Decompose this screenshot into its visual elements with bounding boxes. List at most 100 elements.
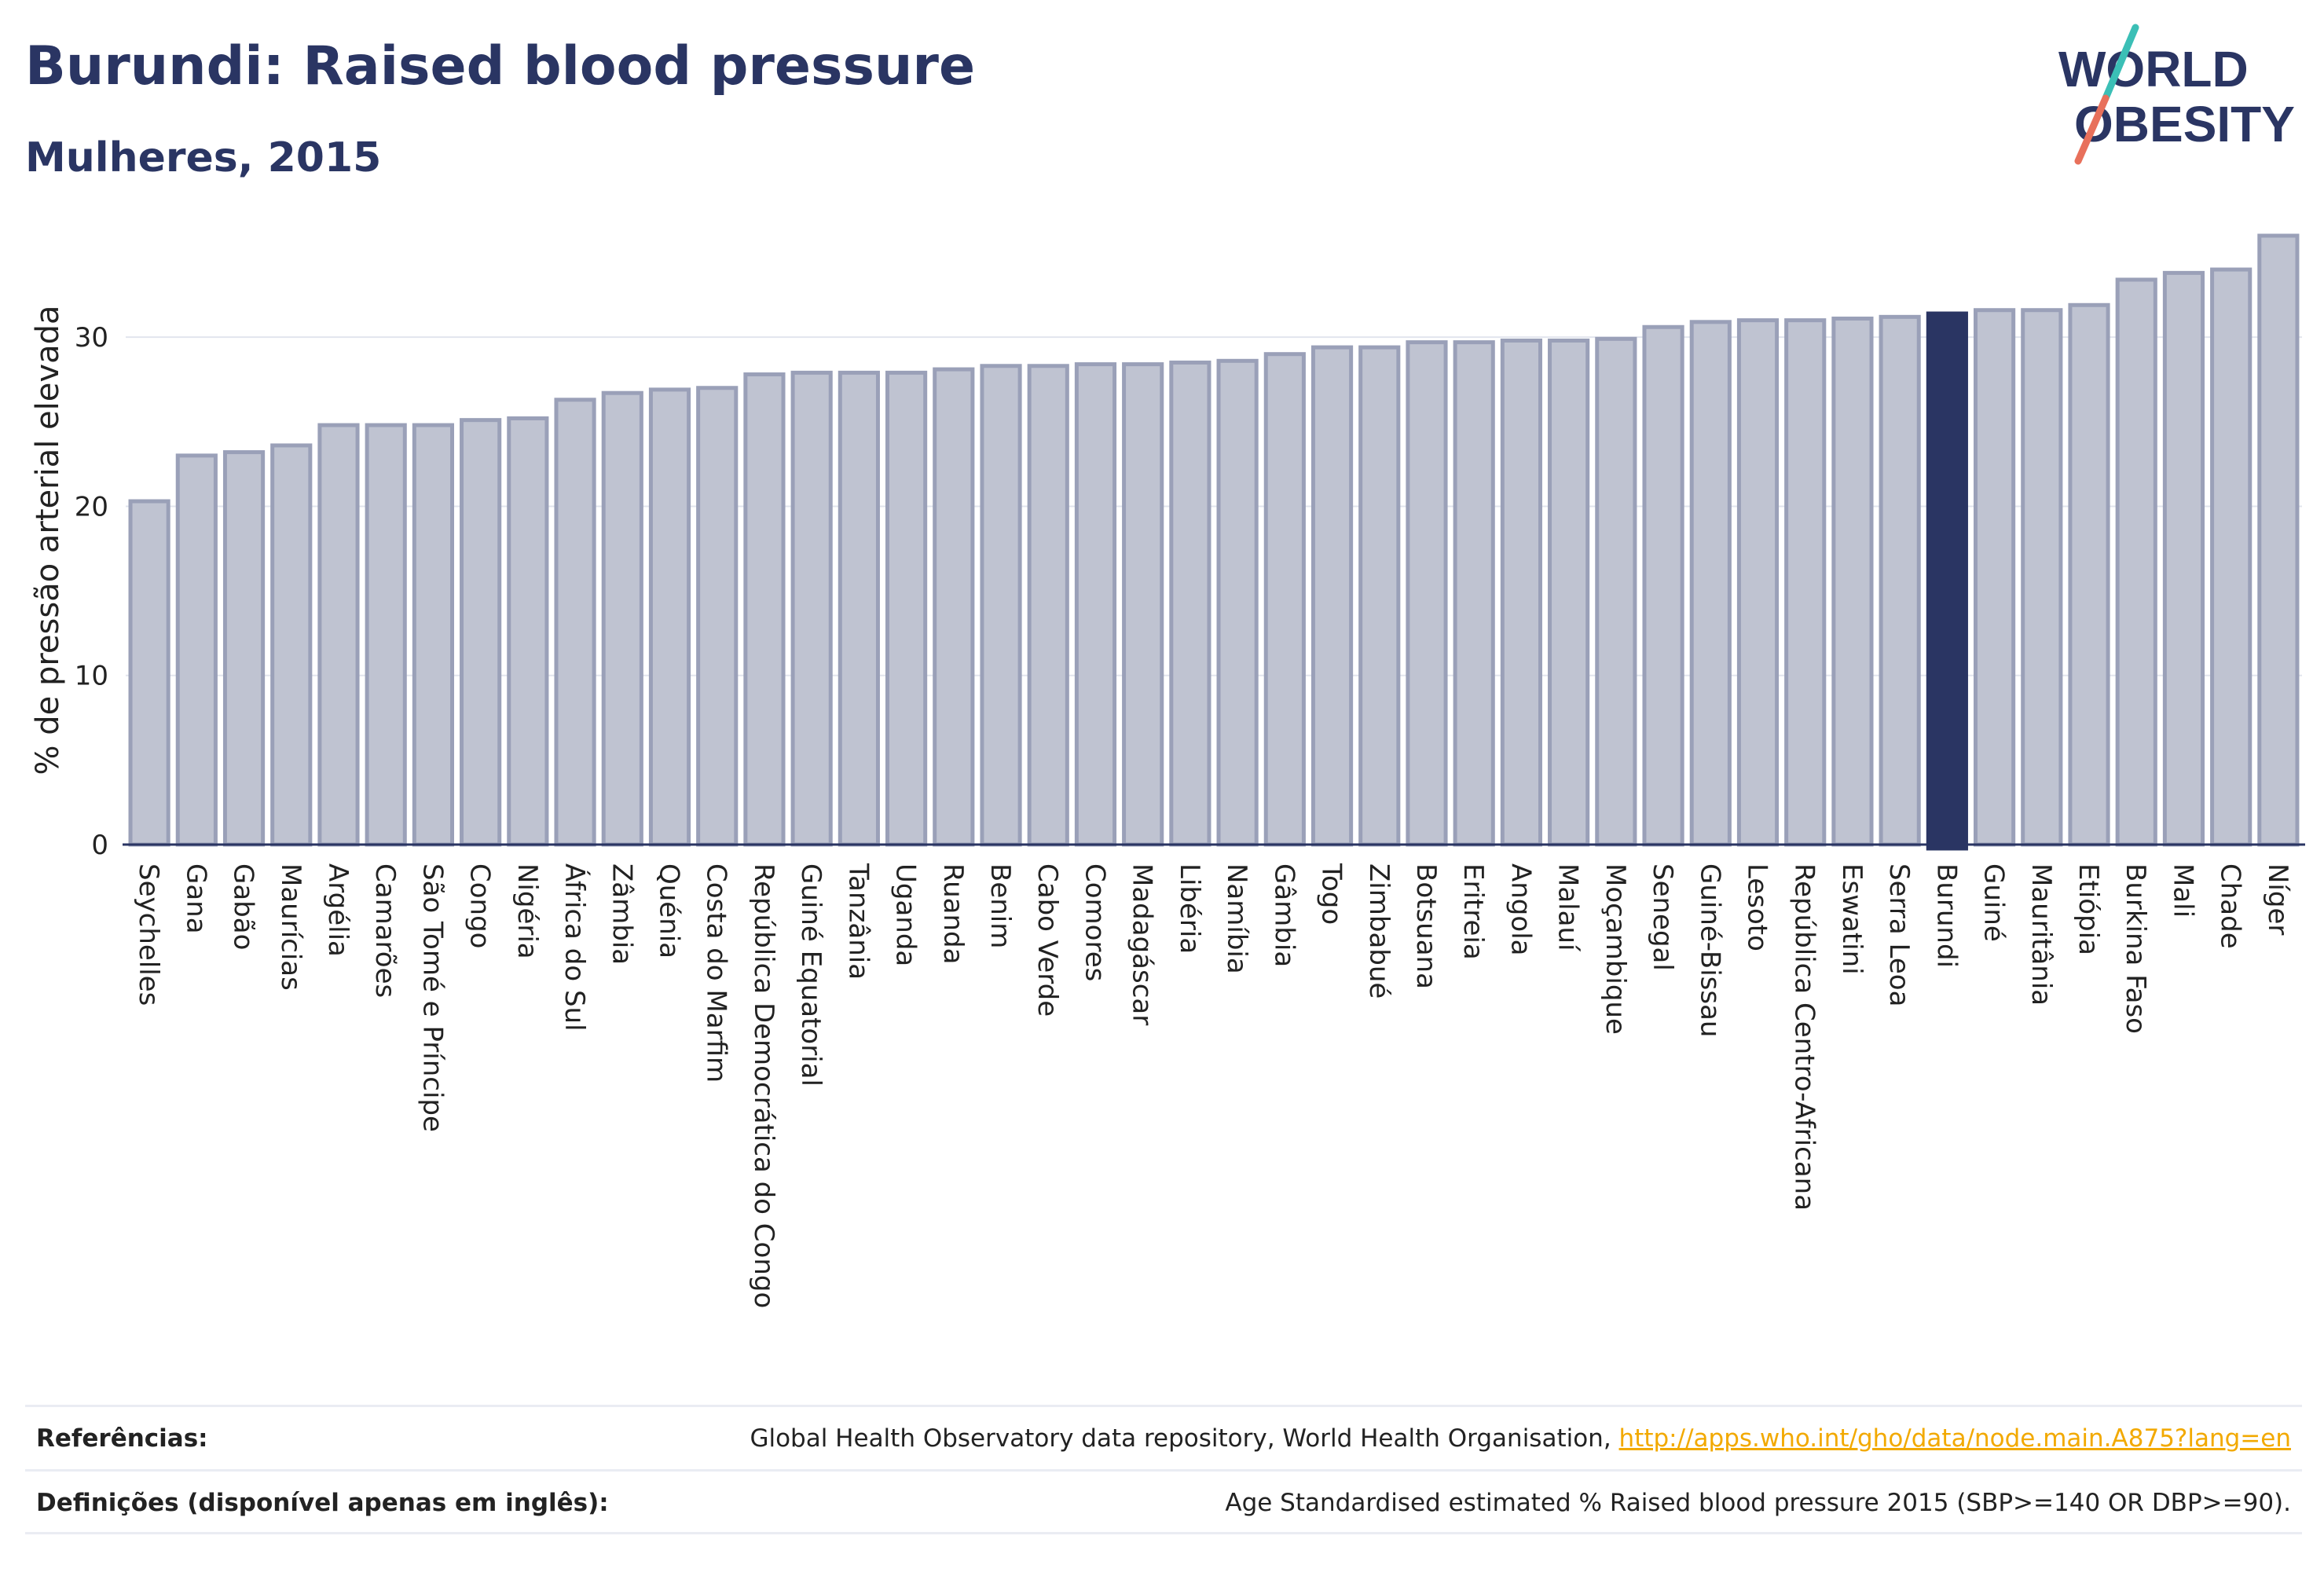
bar-lesoto xyxy=(1736,318,1780,847)
bar-liberia xyxy=(1169,360,1211,847)
x-tick-label: Eswatini xyxy=(1836,863,1868,975)
y-tick-label: 30 xyxy=(75,322,108,354)
world-obesity-logo: WORLD OBESITY xyxy=(2058,24,2295,165)
x-tick-label: Congo xyxy=(464,863,496,948)
x-tick-label: Serra Leoa xyxy=(1883,863,1915,1006)
bar-congo xyxy=(460,418,502,847)
logo-line-2: OBESITY xyxy=(2074,96,2295,152)
y-tick-label: 10 xyxy=(75,661,108,692)
bar-gabao xyxy=(222,450,266,847)
bar-eswatini xyxy=(1831,316,1874,847)
x-tick-label: São Tomé e Príncipe xyxy=(416,863,448,1132)
x-tick-label: Níger xyxy=(2262,863,2293,935)
x-tick-label: Mali xyxy=(2167,863,2198,918)
x-tick-label: Nigéria xyxy=(511,863,543,959)
bar-republica-democratica-do-congo xyxy=(743,372,786,847)
bar-chade xyxy=(2210,267,2253,847)
x-tick-label: Eritreia xyxy=(1457,863,1489,960)
bar-gana xyxy=(175,453,218,847)
bar-zambia xyxy=(601,390,643,847)
x-tick-label: Ruanda xyxy=(937,863,969,964)
footer-divider xyxy=(25,1532,2302,1534)
x-tick-label: Zâmbia xyxy=(606,863,637,965)
bar-eritreia xyxy=(1453,340,1495,847)
x-tick-label: Botsuana xyxy=(1410,863,1442,989)
bar-benim xyxy=(980,364,1022,847)
bar-uganda xyxy=(885,370,928,847)
bar-seychelles xyxy=(128,499,170,847)
x-tick-label: Madagáscar xyxy=(1127,863,1158,1025)
y-tick-label: 0 xyxy=(91,830,108,861)
bar-zimbabue xyxy=(1358,345,1401,847)
x-tick-label: Libéria xyxy=(1174,863,1205,954)
bar-guine-bissau xyxy=(1689,320,1732,847)
x-tick-label: Zimbabué xyxy=(1363,863,1395,999)
bar-chart: 0 10 20 30 % de pressão arterial elevada Seyc… xyxy=(30,233,2305,1308)
bar-africa-do-sul xyxy=(554,398,596,847)
bar-camaroes xyxy=(365,423,407,847)
bar-guine-equatorial xyxy=(790,370,833,847)
x-tick-label: Chade xyxy=(2215,863,2246,949)
bar-gambia xyxy=(1263,352,1306,847)
bar-nigeria xyxy=(507,416,549,847)
references-text: Global Health Observatory data repositor… xyxy=(750,1424,1611,1453)
bar-ruanda xyxy=(933,367,975,847)
definitions-row: Definições (disponível apenas em inglês)… xyxy=(25,1469,2302,1534)
x-tick-label: Uganda xyxy=(890,863,922,966)
x-tick-label: Togo xyxy=(1316,863,1347,925)
bar-malaui xyxy=(1548,338,1590,847)
bar-togo xyxy=(1310,345,1354,847)
x-tick-label: Burundi xyxy=(1930,863,1962,968)
references-row: Referências: Global Health Observatory d… xyxy=(25,1405,2302,1470)
bar-mali xyxy=(2162,270,2205,847)
bar-tanzania xyxy=(838,370,880,847)
bar-mocambique xyxy=(1595,336,1637,847)
x-tick-label: África do Sul xyxy=(559,863,591,1032)
x-tick-label: Lesoto xyxy=(1742,863,1773,951)
y-tick-label: 20 xyxy=(75,491,108,522)
bar-senegal xyxy=(1642,324,1684,847)
x-tick-label: Senegal xyxy=(1647,863,1678,971)
logo-line-1: WORLD xyxy=(2058,41,2249,97)
references-value: Global Health Observatory data repositor… xyxy=(750,1424,2302,1453)
bar-republica-centro-africana xyxy=(1784,318,1827,847)
bar-botsuana xyxy=(1406,340,1448,847)
bar-burundi xyxy=(1926,311,1968,851)
x-tick-label: Comores xyxy=(1079,863,1110,981)
logo-slash-coral xyxy=(2074,94,2110,165)
x-tick-label: Costa do Marfim xyxy=(701,863,732,1083)
bar-angola xyxy=(1500,338,1542,847)
bar-guine xyxy=(1974,308,2016,847)
x-tick-label: Camarões xyxy=(369,863,401,998)
references-label: Referências: xyxy=(36,1424,208,1453)
x-tick-label: Guiné xyxy=(1978,863,2010,942)
x-tick-label: Guiné-Bissau xyxy=(1694,863,1725,1037)
x-tick-label: Angola xyxy=(1505,863,1536,955)
logo-slash-teal xyxy=(2102,24,2139,102)
x-tick-label: Maurícias xyxy=(275,863,306,991)
x-tick-label: Moçambique xyxy=(1600,863,1631,1035)
bar-cabo-verde xyxy=(1027,364,1069,847)
bar-sao-tome-e-principe xyxy=(412,423,455,847)
x-tick-label: Cabo Verde xyxy=(1032,863,1063,1017)
x-tick-label: Gana xyxy=(180,863,211,934)
bar-quenia xyxy=(648,387,691,847)
x-tick-label: Namíbia xyxy=(1221,863,1252,974)
bar-niger xyxy=(2257,233,2300,847)
x-tick-label: República Democrática do Congo xyxy=(748,863,779,1308)
references-link[interactable]: http://apps.who.int/gho/data/node.main.A… xyxy=(1618,1424,2291,1453)
bar-namibia xyxy=(1216,358,1259,847)
bar-mauricias xyxy=(270,443,313,847)
bar-costa-do-marfim xyxy=(696,386,739,847)
chart-title: Burundi: Raised blood pressure xyxy=(25,35,976,97)
x-tick-label: República Centro-Africana xyxy=(1789,863,1820,1211)
x-tick-label: Etiópia xyxy=(2073,863,2104,955)
bar-etiopia xyxy=(2068,302,2110,847)
x-tick-label: Guiné Equatorial xyxy=(795,863,827,1087)
bar-burkina-faso xyxy=(2115,277,2157,847)
bar-mauritania xyxy=(2021,308,2063,847)
x-tick-label: Malauí xyxy=(1552,863,1584,952)
x-tick-label: Quénia xyxy=(654,863,685,958)
x-tick-label: Benim xyxy=(984,863,1016,948)
bar-argelia xyxy=(317,423,360,847)
